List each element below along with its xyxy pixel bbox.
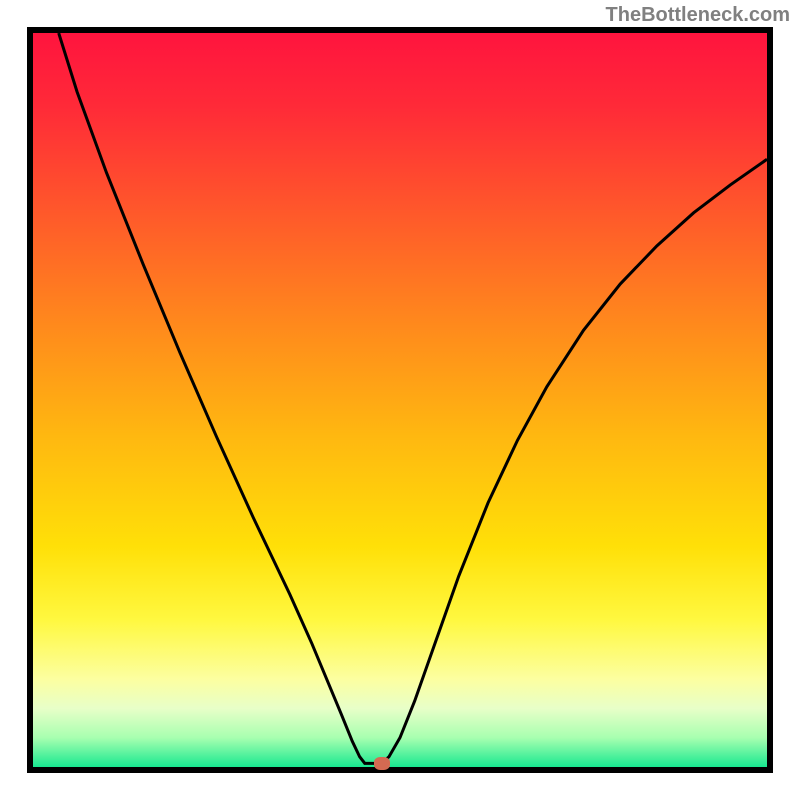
bottleneck-curve bbox=[33, 33, 767, 767]
chart-container: TheBottleneck.com bbox=[0, 0, 800, 800]
minimum-marker bbox=[374, 757, 390, 770]
curve-path bbox=[59, 33, 767, 763]
chart-plot-area bbox=[27, 27, 773, 773]
watermark-text: TheBottleneck.com bbox=[606, 4, 790, 27]
